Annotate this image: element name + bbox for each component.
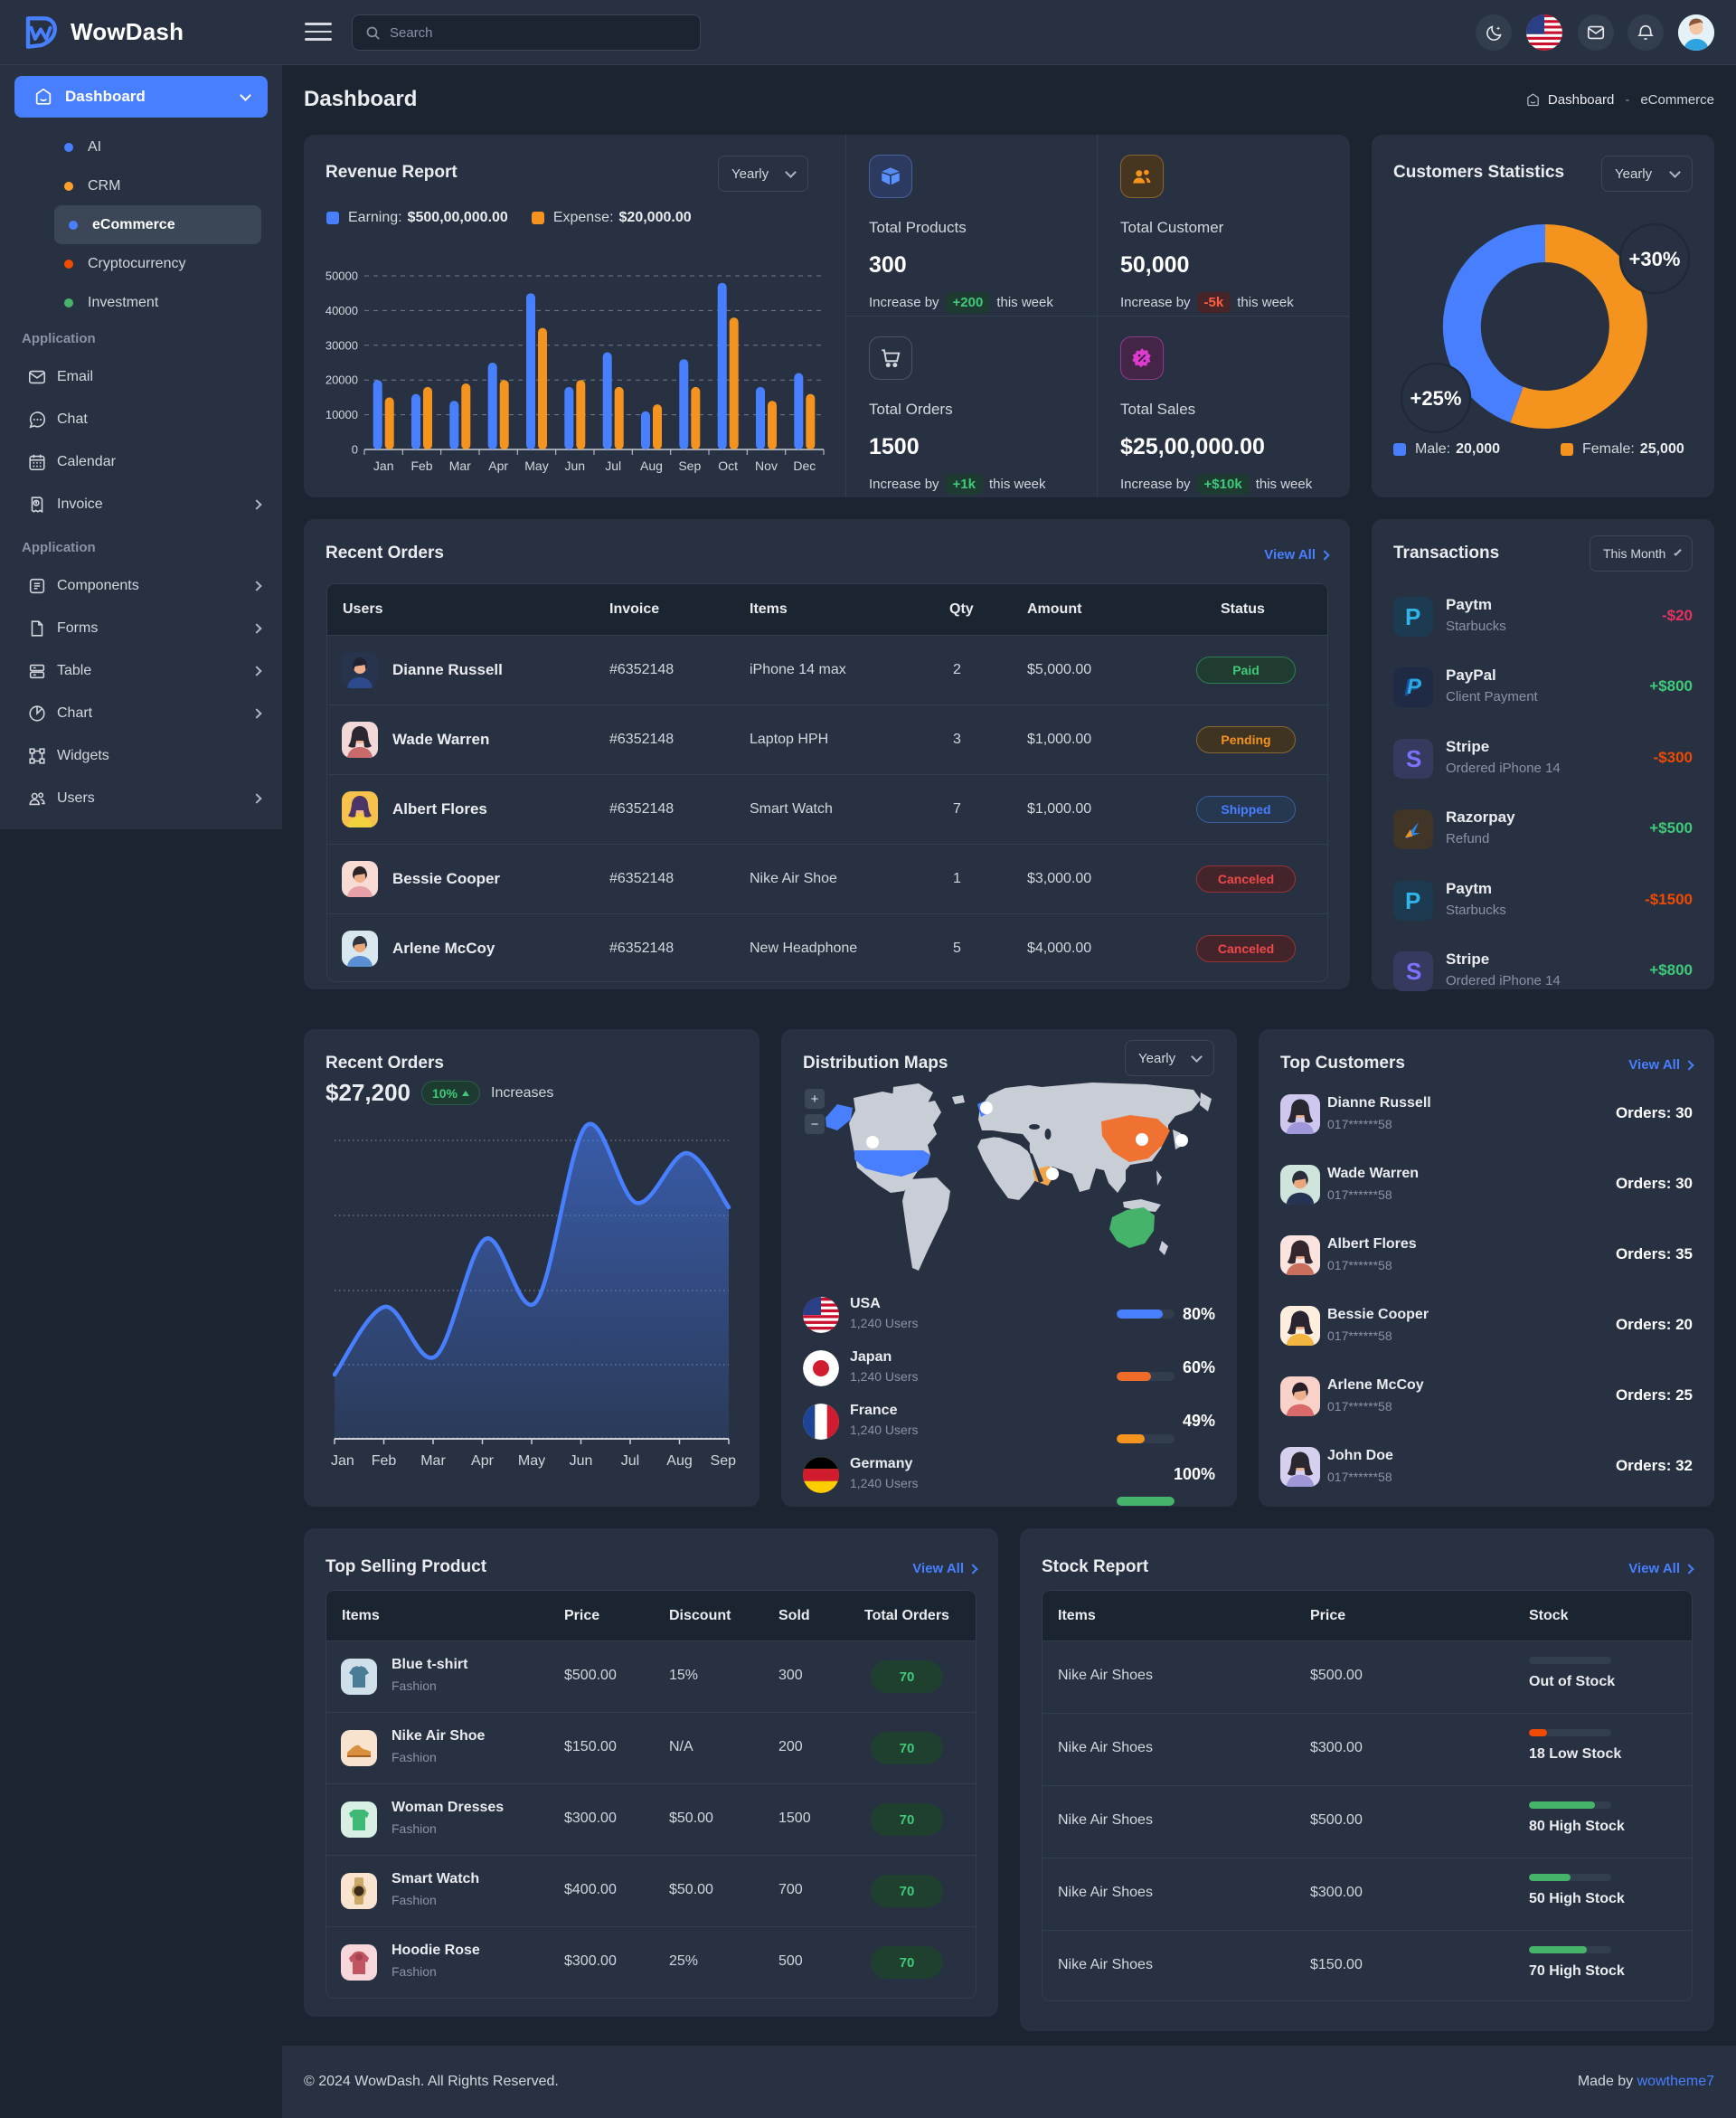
svg-text:50000: 50000: [326, 269, 358, 283]
svg-text:Jun: Jun: [570, 1453, 593, 1469]
svg-text:P: P: [1405, 603, 1420, 630]
svg-text:Oct: Oct: [718, 459, 738, 473]
svg-text:0: 0: [352, 443, 358, 457]
svg-text:Mar: Mar: [449, 459, 471, 473]
svg-text:Jun: Jun: [565, 459, 586, 473]
svg-text:30000: 30000: [326, 338, 358, 352]
svg-text:P: P: [1407, 675, 1422, 699]
svg-text:Sep: Sep: [678, 459, 701, 473]
svg-text:S: S: [1406, 958, 1421, 985]
svg-text:Nov: Nov: [755, 459, 778, 473]
svg-text:Feb: Feb: [410, 459, 432, 473]
svg-text:Feb: Feb: [372, 1453, 397, 1469]
svg-text:+30%: +30%: [1629, 248, 1681, 270]
svg-text:S: S: [1406, 745, 1421, 772]
svg-text:Mar: Mar: [420, 1453, 446, 1469]
svg-text:May: May: [518, 1453, 545, 1469]
svg-text:40000: 40000: [326, 304, 358, 317]
svg-text:10000: 10000: [326, 408, 358, 421]
svg-text:Jan: Jan: [331, 1453, 354, 1469]
svg-text:Apr: Apr: [471, 1453, 495, 1469]
svg-text:Apr: Apr: [488, 459, 508, 473]
svg-text:Jul: Jul: [621, 1453, 639, 1469]
svg-text:P: P: [1405, 887, 1420, 914]
svg-text:Sep: Sep: [711, 1453, 737, 1469]
svg-text:20000: 20000: [326, 373, 358, 387]
svg-text:Dec: Dec: [793, 459, 816, 473]
svg-text:Jan: Jan: [373, 459, 394, 473]
svg-text:Aug: Aug: [640, 459, 663, 473]
svg-text:Jul: Jul: [605, 459, 621, 473]
svg-text:May: May: [524, 459, 548, 473]
svg-text:P: P: [1404, 674, 1420, 701]
svg-text:+25%: +25%: [1410, 387, 1462, 410]
svg-text:Aug: Aug: [666, 1453, 692, 1469]
